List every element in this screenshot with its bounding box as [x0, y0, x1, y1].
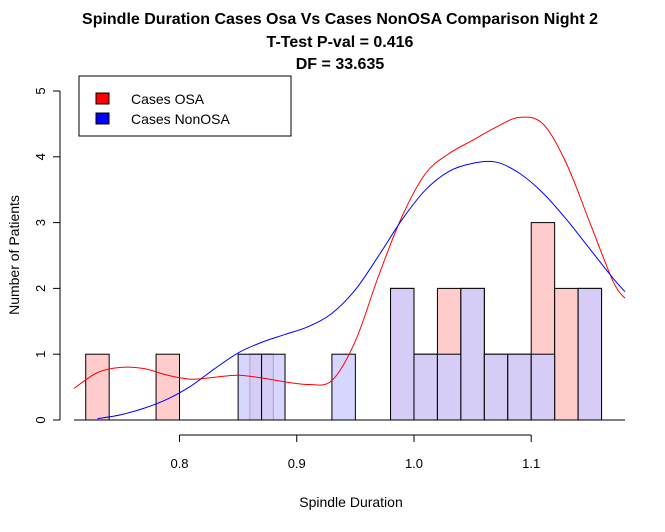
- bar-nonosa-9: [530, 353, 556, 421]
- bar-nonosa-10: [577, 287, 603, 421]
- y-tick-label: 0: [33, 416, 48, 423]
- density-curves: [73, 116, 626, 420]
- legend-label-osa: Cases OSA: [131, 91, 205, 107]
- chart-subtitle-pval: T-Test P-val = 0.416: [267, 34, 414, 51]
- legend-swatch-osa: [95, 92, 110, 105]
- bar-nonosa-0: [237, 353, 263, 421]
- bar-nonosa-3: [390, 287, 415, 421]
- legend-label-nonosa: Cases NonOSA: [131, 111, 230, 127]
- bar-nonosa-6: [460, 287, 485, 421]
- legend-box: [78, 75, 292, 137]
- density-curve-osa: [73, 116, 626, 389]
- bar-osa-10: [554, 287, 579, 421]
- chart-title: Spindle Duration Cases Osa Vs Cases NonO…: [82, 11, 598, 28]
- chart-titles: Spindle Duration Cases Osa Vs Cases NonO…: [82, 11, 598, 73]
- bar-nonosa-4: [413, 353, 438, 421]
- chart-subtitle-df: DF = 33.635: [296, 56, 385, 73]
- bar-nonosa-1: [261, 353, 286, 421]
- y-tick-label: 5: [33, 87, 48, 94]
- bar-osa-0: [85, 353, 110, 421]
- bar-nonosa-7: [483, 353, 509, 421]
- legend: Cases OSA Cases NonOSA: [78, 75, 292, 137]
- density-curve-nonosa: [97, 160, 626, 420]
- y-tick-label: 4: [33, 153, 48, 160]
- y-tick-label: 1: [33, 351, 48, 358]
- y-axis: 0 1 2 3 4 5: [33, 87, 61, 424]
- y-axis-title: Number of Patients: [6, 195, 22, 315]
- bar-nonosa-8: [507, 353, 532, 421]
- bar-osa-1: [155, 353, 181, 421]
- x-tick-label: 0.8: [170, 456, 188, 471]
- y-tick-label: 2: [33, 285, 48, 292]
- x-tick-label: 1.1: [522, 456, 540, 471]
- x-axis-title: Spindle Duration: [299, 494, 403, 510]
- x-tick-label: 0.9: [288, 456, 306, 471]
- y-tick-label: 3: [33, 219, 48, 226]
- x-axis: 0.8 0.9 1.0 1.1: [170, 434, 540, 471]
- bar-nonosa-5: [436, 353, 462, 421]
- x-tick-label: 1.0: [405, 456, 423, 471]
- legend-swatch-nonosa: [95, 112, 110, 125]
